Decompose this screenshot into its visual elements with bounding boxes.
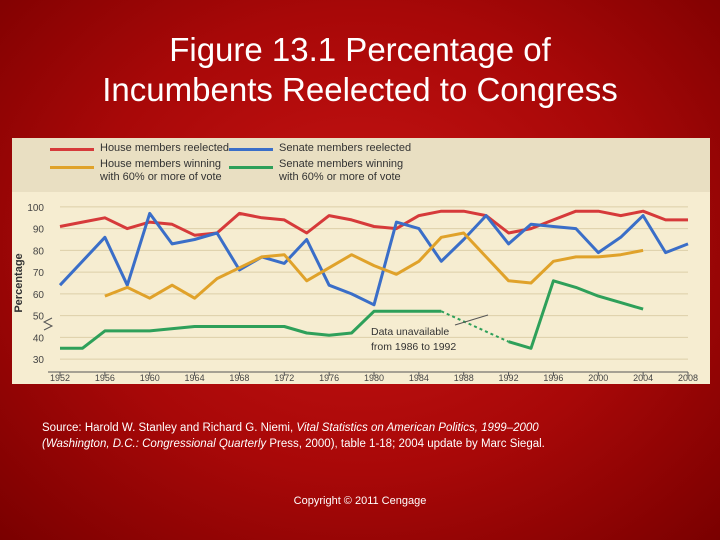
line-senate-60-segment-a xyxy=(60,309,442,350)
x-tick-label: 2008 xyxy=(678,373,698,383)
legend-label-house-reelected: House members reelected xyxy=(100,142,230,154)
y-tick-label: 90 xyxy=(33,225,45,236)
x-tick-label: 2000 xyxy=(588,373,608,383)
x-tick-label: 1968 xyxy=(229,373,249,383)
x-tick-label: 1964 xyxy=(185,373,205,383)
line-senate-reelected xyxy=(58,211,689,307)
source-suffix: Press, 2000), table 1-18; 2004 update by… xyxy=(266,438,545,450)
legend-label-senate-reelected: Senate members reelected xyxy=(279,142,412,154)
source-book-title: Vital Statistics on American Politics, 1… xyxy=(296,422,539,434)
y-tick-label: 60 xyxy=(33,290,45,301)
x-tick-label: 1976 xyxy=(319,373,339,383)
legend-label-senate-60: Senate members winning with 60% or more … xyxy=(279,158,404,183)
y-tick-label: 100 xyxy=(27,203,44,214)
source-prefix: Source: Harold W. Stanley and Richard G.… xyxy=(42,422,297,434)
y-tick-label: 40 xyxy=(33,333,45,344)
legend-swatch-house-reelected xyxy=(50,148,94,151)
legend-swatch-senate-reelected xyxy=(229,148,273,151)
source-citation: Source: Harold W. Stanley and Richard G.… xyxy=(42,420,692,452)
y-tick-label: 50 xyxy=(33,312,45,323)
source-publisher: (Washington, D.C.: Congressional Quarter… xyxy=(42,438,267,450)
y-axis-label: Percentage xyxy=(13,253,25,312)
x-tick-label: 1952 xyxy=(50,373,70,383)
annotation-line2: from 1986 to 1992 xyxy=(371,341,456,353)
axis-break-icon xyxy=(42,317,54,331)
line-house-reelected xyxy=(59,209,688,237)
legend-swatch-house-60 xyxy=(50,166,94,169)
x-tick-label: 1992 xyxy=(499,373,519,383)
x-tick-label: 1960 xyxy=(140,373,160,383)
chart-panel: House members reelected Senate members r… xyxy=(12,138,710,384)
y-tick-label: 80 xyxy=(33,246,45,257)
x-tick-label: 1984 xyxy=(409,373,429,383)
line-senate-60-segment-b xyxy=(508,279,644,350)
annotation-pointer xyxy=(454,314,489,326)
copyright-notice: Copyright © 2011 Cengage xyxy=(293,495,427,507)
annotation-line1: Data unavailable xyxy=(371,326,449,338)
x-tick-label: 1988 xyxy=(454,373,474,383)
line-house-60 xyxy=(104,231,644,300)
slide-title-line1: Figure 13.1 Percentage of xyxy=(169,31,551,68)
line-senate-60-dashed-gap xyxy=(440,310,509,343)
legend-swatch-senate-60 xyxy=(229,166,273,169)
x-tick-label: 2004 xyxy=(633,373,653,383)
chart-legend: House members reelected Senate members r… xyxy=(12,138,710,192)
legend-label-house-60: House members winning with 60% or more o… xyxy=(100,158,222,183)
y-tick-label: 70 xyxy=(33,268,45,279)
x-tick-label: 1956 xyxy=(95,373,115,383)
slide-title-line2: Incumbents Reelected to Congress xyxy=(102,71,618,108)
x-tick-label: 1980 xyxy=(364,373,384,383)
y-tick-label: 30 xyxy=(33,355,45,366)
x-tick-label: 1972 xyxy=(274,373,294,383)
slide-title: Figure 13.1 Percentage of Incumbents Ree… xyxy=(0,30,720,110)
x-tick-label: 1996 xyxy=(543,373,563,383)
